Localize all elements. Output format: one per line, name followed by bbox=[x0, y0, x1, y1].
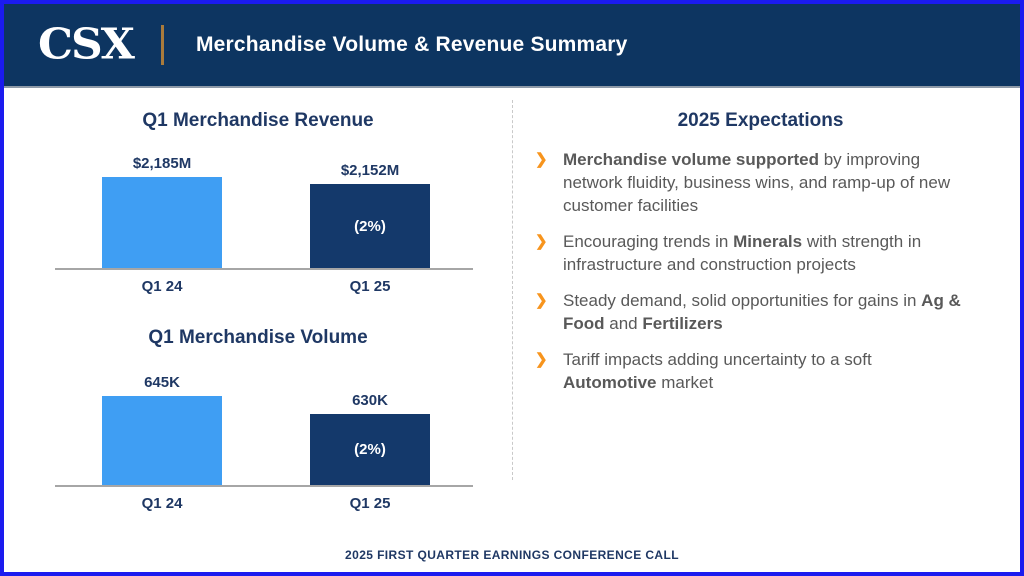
bar-change-label: (2%) bbox=[354, 441, 386, 458]
footer-caption: 2025 FIRST QUARTER EARNINGS CONFERENCE C… bbox=[345, 548, 679, 562]
x-axis-line bbox=[55, 268, 473, 270]
chevron-bullet-icon: ❯ bbox=[535, 151, 548, 168]
slide-title: Merchandise Volume & Revenue Summary bbox=[195, 33, 628, 56]
bar-rect bbox=[102, 396, 222, 485]
bar-rect: (2%) bbox=[310, 184, 430, 268]
bar-q1-24: $2,185M bbox=[102, 155, 222, 268]
charts-panel: Q1 Merchandise Revenue $2,185M $2,152M (… bbox=[4, 88, 512, 570]
header-bar: CSX Merchandise Volume & Revenue Summary bbox=[4, 4, 1020, 88]
expectation-item: ❯ Merchandise volume supported by improvi… bbox=[529, 148, 992, 217]
expectation-item: ❯ Encouraging trends in Minerals with str… bbox=[529, 230, 992, 276]
content-area: Q1 Merchandise Revenue $2,185M $2,152M (… bbox=[4, 88, 1020, 570]
expectations-title: 2025 Expectations bbox=[677, 110, 844, 131]
bar-rect bbox=[102, 177, 222, 268]
expectation-item: ❯ Tariff impacts adding uncertainty to a … bbox=[529, 348, 992, 394]
bar-value-label: $2,185M bbox=[132, 155, 192, 172]
bar-value-label: $2,152M bbox=[340, 162, 400, 179]
chevron-bullet-icon: ❯ bbox=[535, 292, 548, 309]
plot-area: $2,185M $2,152M (2%) Q1 24 Q1 25 bbox=[55, 138, 473, 301]
expectations-list: ❯ Merchandise volume supported by improvi… bbox=[529, 148, 992, 394]
expectation-text: Encouraging trends in Minerals with stre… bbox=[563, 232, 922, 274]
expectation-item: ❯ Steady demand, solid opportunities for … bbox=[529, 289, 992, 335]
chart-title: Q1 Merchandise Revenue bbox=[142, 110, 374, 131]
bar-rect: (2%) bbox=[310, 414, 430, 485]
bar-q1-25: $2,152M (2%) bbox=[310, 162, 430, 268]
category-label: Q1 24 bbox=[141, 278, 183, 295]
expectation-text: Merchandise volume supported by improvin… bbox=[563, 150, 951, 215]
chart-title: Q1 Merchandise Volume bbox=[148, 327, 368, 348]
bar-value-label: 645K bbox=[144, 374, 180, 391]
header-divider bbox=[160, 25, 164, 65]
merchandise-volume-chart: Q1 Merchandise Volume 645K 630K (2%) bbox=[4, 327, 512, 518]
bar-q1-24: 645K bbox=[102, 374, 222, 485]
category-label: Q1 25 bbox=[349, 495, 391, 512]
csx-logo: CSX bbox=[38, 20, 135, 69]
category-label: Q1 25 bbox=[349, 278, 391, 295]
expectation-text: Steady demand, solid opportunities for g… bbox=[563, 291, 961, 333]
bar-value-label: 630K bbox=[352, 392, 388, 409]
merchandise-revenue-chart: Q1 Merchandise Revenue $2,185M $2,152M (… bbox=[4, 110, 512, 301]
bar-q1-25: 630K (2%) bbox=[310, 392, 430, 485]
category-label: Q1 24 bbox=[141, 495, 183, 512]
expectation-text: Tariff impacts adding uncertainty to a s… bbox=[563, 350, 872, 392]
plot-area: 645K 630K (2%) Q1 24 Q1 25 bbox=[55, 355, 473, 518]
chevron-bullet-icon: ❯ bbox=[535, 351, 548, 368]
expectations-panel: 2025 Expectations ❯ Merchandise volume su… bbox=[513, 88, 1020, 570]
chevron-bullet-icon: ❯ bbox=[535, 233, 548, 250]
bar-change-label: (2%) bbox=[354, 217, 386, 235]
panel-divider bbox=[512, 100, 513, 480]
x-axis-line bbox=[55, 485, 473, 487]
